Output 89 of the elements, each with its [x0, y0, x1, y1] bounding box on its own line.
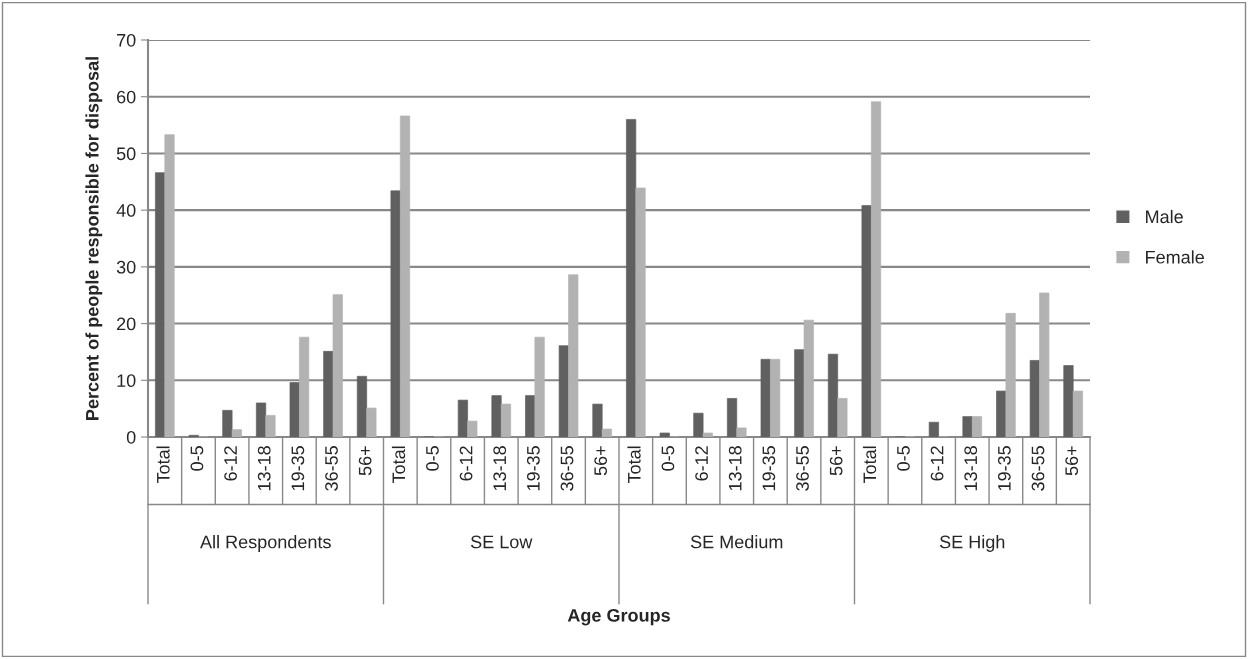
- x-tick-label: 6-12: [459, 446, 473, 481]
- bar: [1072, 390, 1083, 437]
- bar: [962, 416, 973, 437]
- y-tick-label: 20: [117, 317, 136, 331]
- x-tick-label: 19-35: [526, 446, 540, 491]
- x-tick-label: Total: [391, 446, 406, 484]
- bar: [693, 412, 704, 437]
- bar: [366, 407, 377, 437]
- y-tick-label: 50: [116, 147, 136, 161]
- text: All Respondents: [200, 535, 331, 552]
- y-axis-title: Percent of people responsible for disposal: [85, 57, 103, 420]
- x-tick-label: Total: [862, 446, 877, 484]
- bar: [356, 375, 368, 437]
- bar: [299, 336, 310, 437]
- bar: [635, 187, 646, 437]
- bar: [928, 421, 939, 437]
- x-tick-label: 56+: [358, 446, 372, 476]
- y-tick-label: 0: [126, 430, 136, 444]
- x-tick-label: 56+: [1065, 446, 1079, 476]
- bar: [626, 119, 637, 437]
- x-tick-label: 13-18: [257, 446, 271, 491]
- x-tick-label: 13-18: [493, 446, 507, 491]
- x-tick-label: 19-35: [997, 446, 1011, 491]
- bar: [827, 353, 839, 437]
- x-tick-label: 36-55: [325, 446, 338, 491]
- bar: [592, 403, 603, 437]
- x-tick-label: Total: [156, 446, 170, 484]
- bar: [702, 432, 713, 437]
- bar: [558, 345, 569, 437]
- y-tick-label: 30: [116, 260, 136, 274]
- bar: [770, 358, 781, 437]
- legend-label: Female: [1146, 250, 1204, 264]
- bar: [390, 190, 401, 437]
- bar: [467, 420, 478, 437]
- bar: [1063, 365, 1074, 437]
- x-tick-label: 6-12: [930, 446, 944, 481]
- text: SE Low: [470, 535, 533, 549]
- x-tick-label: 36-55: [796, 446, 809, 491]
- text: SE Medium: [690, 535, 783, 549]
- bar: [457, 399, 468, 437]
- bar: [1029, 360, 1040, 437]
- y-tick-label: 70: [117, 33, 136, 47]
- bar: [164, 134, 175, 437]
- x-tick-label: 0-5: [897, 446, 910, 471]
- bar: [568, 274, 579, 437]
- x-tick-label: 19-35: [762, 446, 776, 491]
- x-tick-label: 13-18: [728, 446, 742, 491]
- x-tick-label: 0-5: [190, 446, 204, 471]
- bar: [525, 395, 536, 437]
- x-tick-label: 0-5: [426, 446, 439, 471]
- x-tick-label: 56+: [829, 446, 843, 476]
- bar: [231, 429, 242, 437]
- bar: [332, 294, 343, 437]
- x-tick-label: Total: [627, 446, 641, 484]
- bar: [222, 409, 233, 437]
- bar: [289, 382, 300, 437]
- bar: [861, 205, 872, 437]
- bar: [265, 415, 276, 437]
- bar: [491, 395, 502, 437]
- x-tick-label: 6-12: [695, 446, 708, 481]
- bar: [255, 402, 267, 437]
- bar: [500, 403, 512, 437]
- bar: [996, 390, 1007, 437]
- bar: [399, 115, 411, 437]
- x-tick-label: 6-12: [224, 446, 237, 481]
- y-tick-label: 10: [117, 374, 136, 388]
- bar: [601, 428, 612, 437]
- x-tick-label: 19-35: [291, 446, 305, 491]
- x-tick-label: 13-18: [964, 446, 978, 491]
- bar: [726, 398, 738, 437]
- bar: [971, 416, 983, 437]
- bar: [837, 398, 848, 437]
- bar: [736, 427, 747, 437]
- y-tick-label: 60: [117, 90, 136, 104]
- x-tick-label: 36-55: [560, 446, 574, 491]
- bar: [760, 358, 771, 437]
- bar: [659, 432, 670, 437]
- x-tick-label: 0-5: [661, 446, 675, 471]
- legend-label: Male: [1146, 209, 1183, 224]
- bar: [1005, 313, 1016, 437]
- y-tick-label: 40: [116, 204, 136, 217]
- bar: [1039, 292, 1050, 437]
- bar: [870, 101, 882, 437]
- text: Age Groups: [567, 608, 670, 626]
- bar: [803, 319, 814, 437]
- text: SE High: [939, 535, 1005, 552]
- x-tick-label: 56+: [594, 446, 608, 476]
- bar: [534, 336, 545, 437]
- x-tick-label: 36-55: [1031, 446, 1045, 491]
